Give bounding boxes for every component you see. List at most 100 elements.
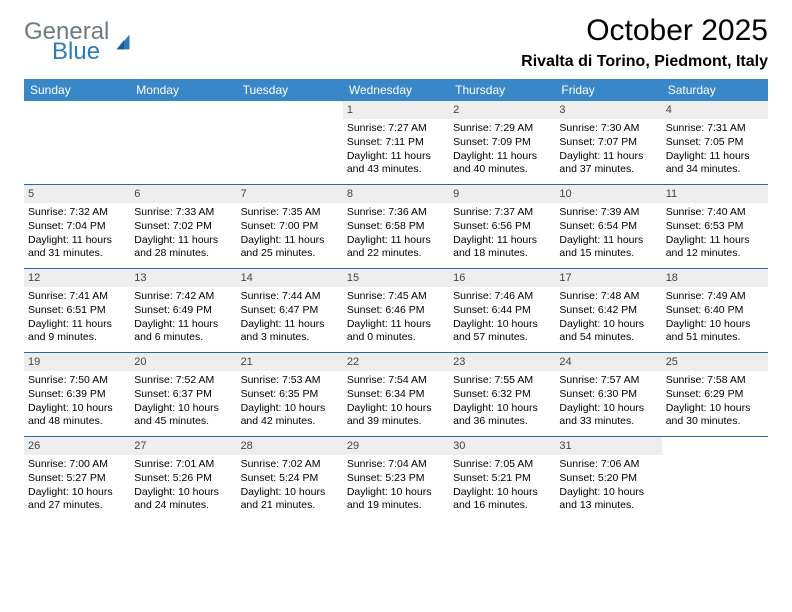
day-number: 6 xyxy=(130,185,236,203)
day-number: 29 xyxy=(343,437,449,455)
sunrise-line: Sunrise: 7:31 AM xyxy=(666,122,764,136)
daylight-line: Daylight: 11 hours and 28 minutes. xyxy=(134,234,232,261)
sunset-line: Sunset: 6:37 PM xyxy=(134,388,232,402)
sunset-line: Sunset: 6:35 PM xyxy=(241,388,339,402)
sunrise-line: Sunrise: 7:27 AM xyxy=(347,122,445,136)
day-cell: 15Sunrise: 7:45 AMSunset: 6:46 PMDayligh… xyxy=(343,269,449,352)
day-cell: 30Sunrise: 7:05 AMSunset: 5:21 PMDayligh… xyxy=(449,437,555,521)
day-cell xyxy=(130,101,236,184)
page: General Blue October 2025 Rivalta di Tor… xyxy=(0,0,792,531)
day-number: 21 xyxy=(237,353,343,371)
sunset-line: Sunset: 5:20 PM xyxy=(559,472,657,486)
daylight-line: Daylight: 10 hours and 27 minutes. xyxy=(28,486,126,513)
day-cell: 14Sunrise: 7:44 AMSunset: 6:47 PMDayligh… xyxy=(237,269,343,352)
sunset-line: Sunset: 6:54 PM xyxy=(559,220,657,234)
sunset-line: Sunset: 6:42 PM xyxy=(559,304,657,318)
week-row: 5Sunrise: 7:32 AMSunset: 7:04 PMDaylight… xyxy=(24,185,768,269)
sunrise-line: Sunrise: 7:35 AM xyxy=(241,206,339,220)
logo-sail-icon xyxy=(113,31,135,53)
daylight-line: Daylight: 11 hours and 12 minutes. xyxy=(666,234,764,261)
day-number: 18 xyxy=(662,269,768,287)
sunrise-line: Sunrise: 7:41 AM xyxy=(28,290,126,304)
day-number: 11 xyxy=(662,185,768,203)
daylight-line: Daylight: 11 hours and 37 minutes. xyxy=(559,150,657,177)
day-number: 19 xyxy=(24,353,130,371)
sunset-line: Sunset: 6:40 PM xyxy=(666,304,764,318)
sunrise-line: Sunrise: 7:42 AM xyxy=(134,290,232,304)
location: Rivalta di Torino, Piedmont, Italy xyxy=(521,53,768,71)
day-number: 2 xyxy=(449,101,555,119)
daylight-line: Daylight: 11 hours and 40 minutes. xyxy=(453,150,551,177)
sunrise-line: Sunrise: 7:52 AM xyxy=(134,374,232,388)
daylight-line: Daylight: 10 hours and 57 minutes. xyxy=(453,318,551,345)
day-cell: 9Sunrise: 7:37 AMSunset: 6:56 PMDaylight… xyxy=(449,185,555,268)
day-number: 16 xyxy=(449,269,555,287)
day-number: 28 xyxy=(237,437,343,455)
weekday-header: Monday xyxy=(130,79,236,101)
weekday-header: Sunday xyxy=(24,79,130,101)
day-cell: 3Sunrise: 7:30 AMSunset: 7:07 PMDaylight… xyxy=(555,101,661,184)
daylight-line: Daylight: 10 hours and 16 minutes. xyxy=(453,486,551,513)
sunrise-line: Sunrise: 7:50 AM xyxy=(28,374,126,388)
day-number: 5 xyxy=(24,185,130,203)
daylight-line: Daylight: 10 hours and 39 minutes. xyxy=(347,402,445,429)
day-cell: 13Sunrise: 7:42 AMSunset: 6:49 PMDayligh… xyxy=(130,269,236,352)
day-number: 27 xyxy=(130,437,236,455)
day-number: 7 xyxy=(237,185,343,203)
day-cell: 22 Sunrise: 7:54 AMSunset: 6:34 PMDayligh… xyxy=(343,353,449,436)
sunrise-line: Sunrise: 7:54 AM xyxy=(347,374,445,388)
day-number: 26 xyxy=(24,437,130,455)
sunrise-line: Sunrise: 7:45 AM xyxy=(347,290,445,304)
day-number: 13 xyxy=(130,269,236,287)
daylight-line: Daylight: 11 hours and 6 minutes. xyxy=(134,318,232,345)
sunrise-line: Sunrise: 7:46 AM xyxy=(453,290,551,304)
daylight-line: Daylight: 10 hours and 54 minutes. xyxy=(559,318,657,345)
sunset-line: Sunset: 6:53 PM xyxy=(666,220,764,234)
day-number: 4 xyxy=(662,101,768,119)
sunset-line: Sunset: 5:24 PM xyxy=(241,472,339,486)
day-number: 10 xyxy=(555,185,661,203)
day-number: 1 xyxy=(343,101,449,119)
weekday-header: Friday xyxy=(555,79,661,101)
sunrise-line: Sunrise: 7:00 AM xyxy=(28,458,126,472)
day-cell: 4 Sunrise: 7:31 AMSunset: 7:05 PMDaylight… xyxy=(662,101,768,184)
daylight-line: Daylight: 11 hours and 34 minutes. xyxy=(666,150,764,177)
daylight-line: Daylight: 11 hours and 15 minutes. xyxy=(559,234,657,261)
sunset-line: Sunset: 7:05 PM xyxy=(666,136,764,150)
day-cell: 7Sunrise: 7:35 AMSunset: 7:00 PMDaylight… xyxy=(237,185,343,268)
day-number: 8 xyxy=(343,185,449,203)
day-number: 31 xyxy=(555,437,661,455)
sunrise-line: Sunrise: 7:48 AM xyxy=(559,290,657,304)
daylight-line: Daylight: 10 hours and 33 minutes. xyxy=(559,402,657,429)
month-title: October 2025 xyxy=(521,14,768,47)
day-number: 25 xyxy=(662,353,768,371)
sunrise-line: Sunrise: 7:55 AM xyxy=(453,374,551,388)
day-cell: 23Sunrise: 7:55 AMSunset: 6:32 PMDayligh… xyxy=(449,353,555,436)
daylight-line: Daylight: 10 hours and 19 minutes. xyxy=(347,486,445,513)
week-row: 26Sunrise: 7:00 AMSunset: 5:27 PMDayligh… xyxy=(24,437,768,521)
sunrise-line: Sunrise: 7:30 AM xyxy=(559,122,657,136)
day-cell xyxy=(24,101,130,184)
sunset-line: Sunset: 5:27 PM xyxy=(28,472,126,486)
sunrise-line: Sunrise: 7:04 AM xyxy=(347,458,445,472)
daylight-line: Daylight: 11 hours and 25 minutes. xyxy=(241,234,339,261)
week-row: 12Sunrise: 7:41 AMSunset: 6:51 PMDayligh… xyxy=(24,269,768,353)
daylight-line: Daylight: 10 hours and 21 minutes. xyxy=(241,486,339,513)
daylight-line: Daylight: 11 hours and 18 minutes. xyxy=(453,234,551,261)
sunset-line: Sunset: 7:11 PM xyxy=(347,136,445,150)
day-cell: 31Sunrise: 7:06 AMSunset: 5:20 PMDayligh… xyxy=(555,437,661,521)
sunset-line: Sunset: 6:51 PM xyxy=(28,304,126,318)
weekday-header: Saturday xyxy=(662,79,768,101)
sunset-line: Sunset: 6:34 PM xyxy=(347,388,445,402)
daylight-line: Daylight: 10 hours and 13 minutes. xyxy=(559,486,657,513)
day-cell: 16Sunrise: 7:46 AMSunset: 6:44 PMDayligh… xyxy=(449,269,555,352)
day-cell: 10Sunrise: 7:39 AMSunset: 6:54 PMDayligh… xyxy=(555,185,661,268)
day-cell: 18Sunrise: 7:49 AMSunset: 6:40 PMDayligh… xyxy=(662,269,768,352)
day-number: 30 xyxy=(449,437,555,455)
logo: General Blue xyxy=(24,14,135,64)
day-number: 22 xyxy=(343,353,449,371)
day-cell: 5Sunrise: 7:32 AMSunset: 7:04 PMDaylight… xyxy=(24,185,130,268)
sunset-line: Sunset: 6:47 PM xyxy=(241,304,339,318)
sunset-line: Sunset: 6:46 PM xyxy=(347,304,445,318)
sunset-line: Sunset: 6:30 PM xyxy=(559,388,657,402)
